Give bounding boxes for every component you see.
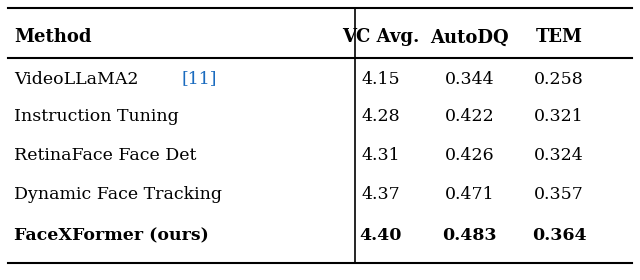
Text: 4.28: 4.28 [361,108,400,125]
Text: VC Avg.: VC Avg. [342,29,419,46]
Text: 0.321: 0.321 [534,108,584,125]
Text: Dynamic Face Tracking: Dynamic Face Tracking [14,186,222,202]
Text: [11]: [11] [181,71,217,88]
Text: FaceXFormer (ours): FaceXFormer (ours) [14,227,209,244]
Text: 0.471: 0.471 [445,186,495,202]
Text: AutoDQ: AutoDQ [431,29,509,46]
Text: Instruction Tuning: Instruction Tuning [14,108,179,125]
Text: 0.357: 0.357 [534,186,584,202]
Text: 0.324: 0.324 [534,147,584,164]
Text: 4.37: 4.37 [361,186,400,202]
Text: 4.15: 4.15 [361,71,400,88]
Text: 0.426: 0.426 [445,147,495,164]
Text: 0.422: 0.422 [445,108,495,125]
Text: Method: Method [14,29,92,46]
Text: 0.364: 0.364 [532,227,586,244]
Text: VideoLLaMA2: VideoLLaMA2 [14,71,144,88]
Text: TEM: TEM [536,29,582,46]
Text: 4.31: 4.31 [361,147,400,164]
Text: 0.483: 0.483 [442,227,497,244]
Text: 0.258: 0.258 [534,71,584,88]
Text: 0.344: 0.344 [445,71,495,88]
Text: 4.40: 4.40 [359,227,402,244]
Text: RetinaFace Face Det: RetinaFace Face Det [14,147,196,164]
